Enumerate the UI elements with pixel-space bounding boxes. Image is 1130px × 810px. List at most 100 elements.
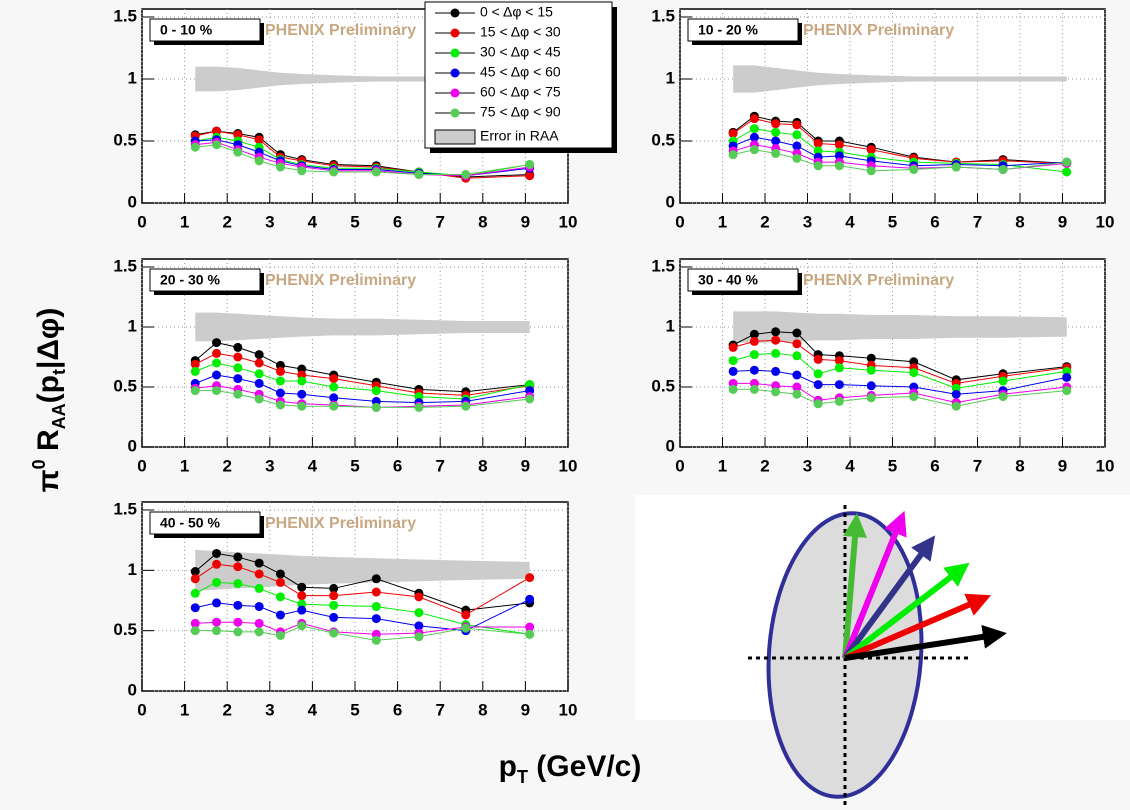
data-point [297,582,307,592]
data-point [212,358,222,368]
legend-label: 75 < Δφ < 90 [480,104,561,120]
x-tick-label: 9 [1058,212,1067,231]
data-point [525,622,535,632]
data-point [329,393,339,403]
x-tick-label: 7 [435,456,444,475]
x-tick-label: 10 [559,456,578,475]
x-tick-label: 4 [308,456,318,475]
data-point [834,356,844,366]
x-tick-label: 9 [521,456,530,475]
watermark: PHENIX Preliminary [265,22,416,39]
x-tick-label: 8 [1015,212,1024,231]
y-tick-label: 1.5 [113,499,137,518]
data-point [792,382,802,392]
data-point [190,366,200,376]
arrow [842,513,867,659]
data-point [792,130,802,140]
y-tick-label: 0 [128,680,137,699]
data-point [792,389,802,399]
x-tick-label: 0 [675,212,684,231]
title-box [687,268,799,292]
panel: 0 0.5 1 1.5 0 1 2 3 4 5 6 7 8 9 10 20 - 30 % PHENIX Prel… [113,256,577,475]
data-point [1062,167,1072,177]
data-point [792,370,802,380]
x-tick-label: 5 [350,212,359,231]
data-point [254,627,264,637]
data-point [212,386,222,396]
data-point [233,342,243,352]
arrow [844,624,1007,661]
arrow [843,562,970,661]
legend-label: 15 < Δφ < 30 [480,24,561,40]
panel: 0 0.5 1 1.5 0 1 2 3 4 5 6 7 8 9 10 10 - 20 % PHENIX Prel… [651,6,1114,231]
y-title-part: t [49,369,69,375]
data-point [1062,157,1072,167]
data-point [254,358,264,368]
legend-swatch [434,129,476,145]
data-point [813,380,823,390]
data-point [212,140,222,150]
data-point [190,142,200,152]
arrow [843,593,992,661]
title-box [149,18,261,42]
x-tick-label: 10 [559,700,578,719]
data-point [728,129,738,139]
y-title-part: (p [32,375,65,403]
panel-title: 30 - 40 % [698,272,758,288]
x-tick-label: 8 [478,212,487,231]
arrow [842,510,907,660]
x-axis-title: pT (GeV/c) [499,750,642,787]
data-point [254,156,264,166]
data-point [212,338,222,348]
data-point [414,621,424,631]
data-point [275,366,285,376]
title-box [149,511,261,535]
x-tick-label: 4 [845,212,855,231]
data-point [190,603,200,613]
y-tick-label: 1.5 [651,256,675,275]
data-point [414,169,424,179]
data-point [728,384,738,394]
watermark: PHENIX Preliminary [265,272,416,289]
x-tick-label: 2 [760,212,769,231]
panel-title: 0 - 10 % [160,22,213,38]
data-point [233,374,243,384]
data-point [909,392,919,402]
data-point [297,401,307,411]
data-point [233,352,243,362]
x-title-part: (GeV/c) [528,750,641,783]
legend-marker [450,108,460,118]
data-point [866,353,876,363]
legend-box [424,1,613,149]
data-point [951,401,961,411]
data-point [254,558,264,568]
data-point [233,562,243,572]
y-title-part: AA [49,403,69,429]
data-point [792,120,802,130]
x-tick-label: 4 [308,212,318,231]
data-point [414,632,424,642]
data-point [190,588,200,598]
data-point [834,161,844,171]
data-point [792,351,802,361]
x-tick-label: 10 [1096,212,1115,231]
panel: 0 0.5 1 1.5 0 1 2 3 4 5 6 7 8 9 10 40 - 50 % PHENIX Prel… [113,499,577,719]
x-tick-label: 6 [393,456,402,475]
data-point [212,626,222,636]
data-point [525,629,535,639]
data-point [414,592,424,602]
data-point [212,617,222,627]
data-point [254,135,264,145]
data-point [414,608,424,618]
data-point [371,635,381,645]
x-tick-label: 10 [1096,456,1115,475]
data-point [771,327,781,337]
data-point [813,138,823,148]
data-point [771,119,781,129]
data-point [233,600,243,610]
data-point [254,583,264,593]
y-tick-label: 0 [666,192,675,211]
x-tick-label: 10 [559,212,578,231]
panel-title: 40 - 50 % [160,515,220,531]
data-point [771,387,781,397]
